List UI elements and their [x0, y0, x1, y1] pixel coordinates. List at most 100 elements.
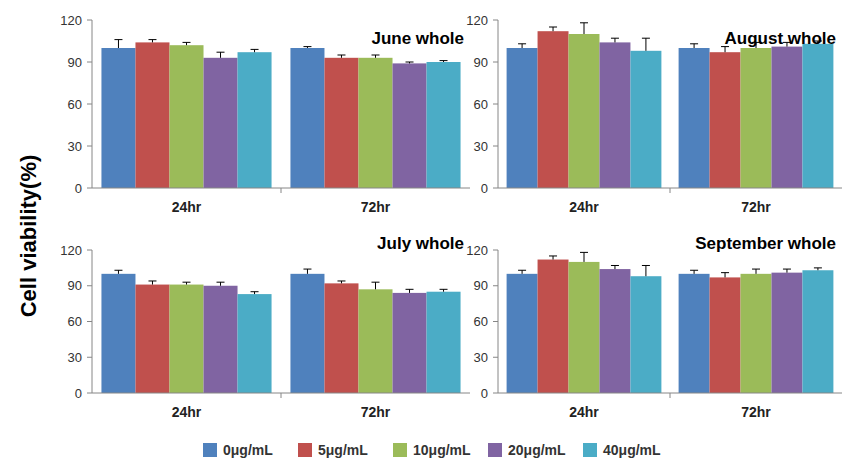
y-tick	[87, 357, 92, 358]
error-bar	[440, 61, 448, 62]
error-cap	[183, 282, 191, 283]
error-stem	[756, 269, 757, 274]
bar	[679, 48, 710, 188]
bar	[135, 42, 169, 188]
y-tick-label: 0	[481, 386, 488, 401]
y-tick-label: 90	[474, 278, 488, 293]
x-tick-label: 24hr	[569, 404, 599, 420]
y-tick	[493, 357, 498, 358]
y-tick	[87, 393, 92, 394]
error-cap	[114, 39, 122, 40]
error-bar	[183, 282, 191, 284]
error-cap	[549, 27, 557, 28]
bar	[358, 289, 392, 393]
bar	[324, 58, 358, 188]
error-cap	[114, 270, 122, 271]
error-bar	[406, 289, 414, 293]
error-bar	[642, 38, 650, 51]
error-bar	[752, 269, 760, 274]
error-bar	[114, 270, 122, 274]
bar	[771, 273, 802, 393]
x-tick-label: 72hr	[361, 199, 391, 215]
error-stem	[118, 40, 119, 48]
x-tick-label: 72hr	[741, 199, 771, 215]
error-bar	[114, 40, 122, 48]
error-cap	[217, 282, 225, 283]
error-stem	[118, 270, 119, 274]
y-tick	[493, 104, 498, 105]
marks	[101, 40, 460, 188]
error-bar	[580, 252, 588, 262]
error-bar	[303, 47, 311, 48]
panel-title: September whole	[695, 234, 836, 253]
error-stem	[522, 270, 523, 274]
y-tick-label: 30	[68, 350, 82, 365]
bar	[710, 277, 741, 393]
error-bar	[372, 55, 380, 58]
y-tick	[493, 62, 498, 63]
bar	[771, 47, 802, 188]
y-tick	[87, 146, 92, 147]
error-cap	[337, 280, 345, 281]
bar	[507, 274, 538, 393]
error-cap	[183, 42, 191, 43]
marks	[101, 269, 460, 393]
error-cap	[549, 255, 557, 256]
y-tick-label: 120	[466, 243, 488, 258]
error-bar	[814, 268, 822, 270]
error-bar	[690, 44, 698, 48]
figure: 030609012024hr72hrJune wholeCell viabili…	[0, 0, 847, 472]
error-stem	[645, 38, 646, 51]
error-cap	[783, 269, 791, 270]
error-bar	[580, 23, 588, 34]
error-cap	[372, 282, 380, 283]
error-bar	[303, 269, 311, 274]
error-cap	[217, 52, 225, 53]
error-stem	[553, 27, 554, 31]
y-tick-label: 90	[68, 278, 82, 293]
error-bar	[690, 270, 698, 274]
error-cap	[580, 22, 588, 23]
legend-swatch	[203, 443, 217, 457]
error-bar	[611, 38, 619, 42]
y-tick	[493, 188, 498, 189]
bar	[427, 292, 461, 393]
x-tick-label: 24hr	[172, 199, 202, 215]
y-tick	[493, 250, 498, 251]
error-bar	[148, 281, 156, 285]
error-stem	[220, 52, 221, 58]
error-stem	[725, 273, 726, 278]
error-stem	[584, 252, 585, 262]
legend: 0μg/mL5μg/mL10μg/mL20μg/mL40μg/mL	[203, 442, 661, 458]
legend-label: 0μg/mL	[223, 442, 273, 458]
error-cap	[148, 280, 156, 281]
error-cap	[251, 49, 259, 50]
bar	[238, 294, 272, 393]
x-tick-label: 24hr	[172, 404, 202, 420]
legend-swatch	[583, 443, 597, 457]
legend-label: 10μg/mL	[413, 442, 471, 458]
panel: 030609012024hr72hrJune whole	[60, 13, 470, 216]
panel: 030609012024hr72hrSeptember whole	[466, 234, 842, 420]
y-tick	[87, 250, 92, 251]
y-tick	[87, 188, 92, 189]
error-stem	[307, 269, 308, 274]
error-cap	[440, 289, 448, 290]
error-cap	[690, 43, 698, 44]
error-cap	[721, 272, 729, 273]
legend-label: 5μg/mL	[318, 442, 368, 458]
bar	[569, 34, 600, 188]
y-tick-label: 30	[474, 350, 488, 365]
error-stem	[694, 44, 695, 48]
legend-swatch	[488, 443, 502, 457]
error-stem	[786, 269, 787, 273]
error-cap	[303, 269, 311, 270]
y-tick-label: 60	[68, 97, 82, 112]
x-tick	[670, 393, 671, 398]
bar	[290, 48, 324, 188]
error-cap	[642, 38, 650, 39]
legend-swatch	[298, 443, 312, 457]
error-cap	[251, 291, 259, 292]
error-cap	[406, 289, 414, 290]
error-cap	[518, 270, 526, 271]
